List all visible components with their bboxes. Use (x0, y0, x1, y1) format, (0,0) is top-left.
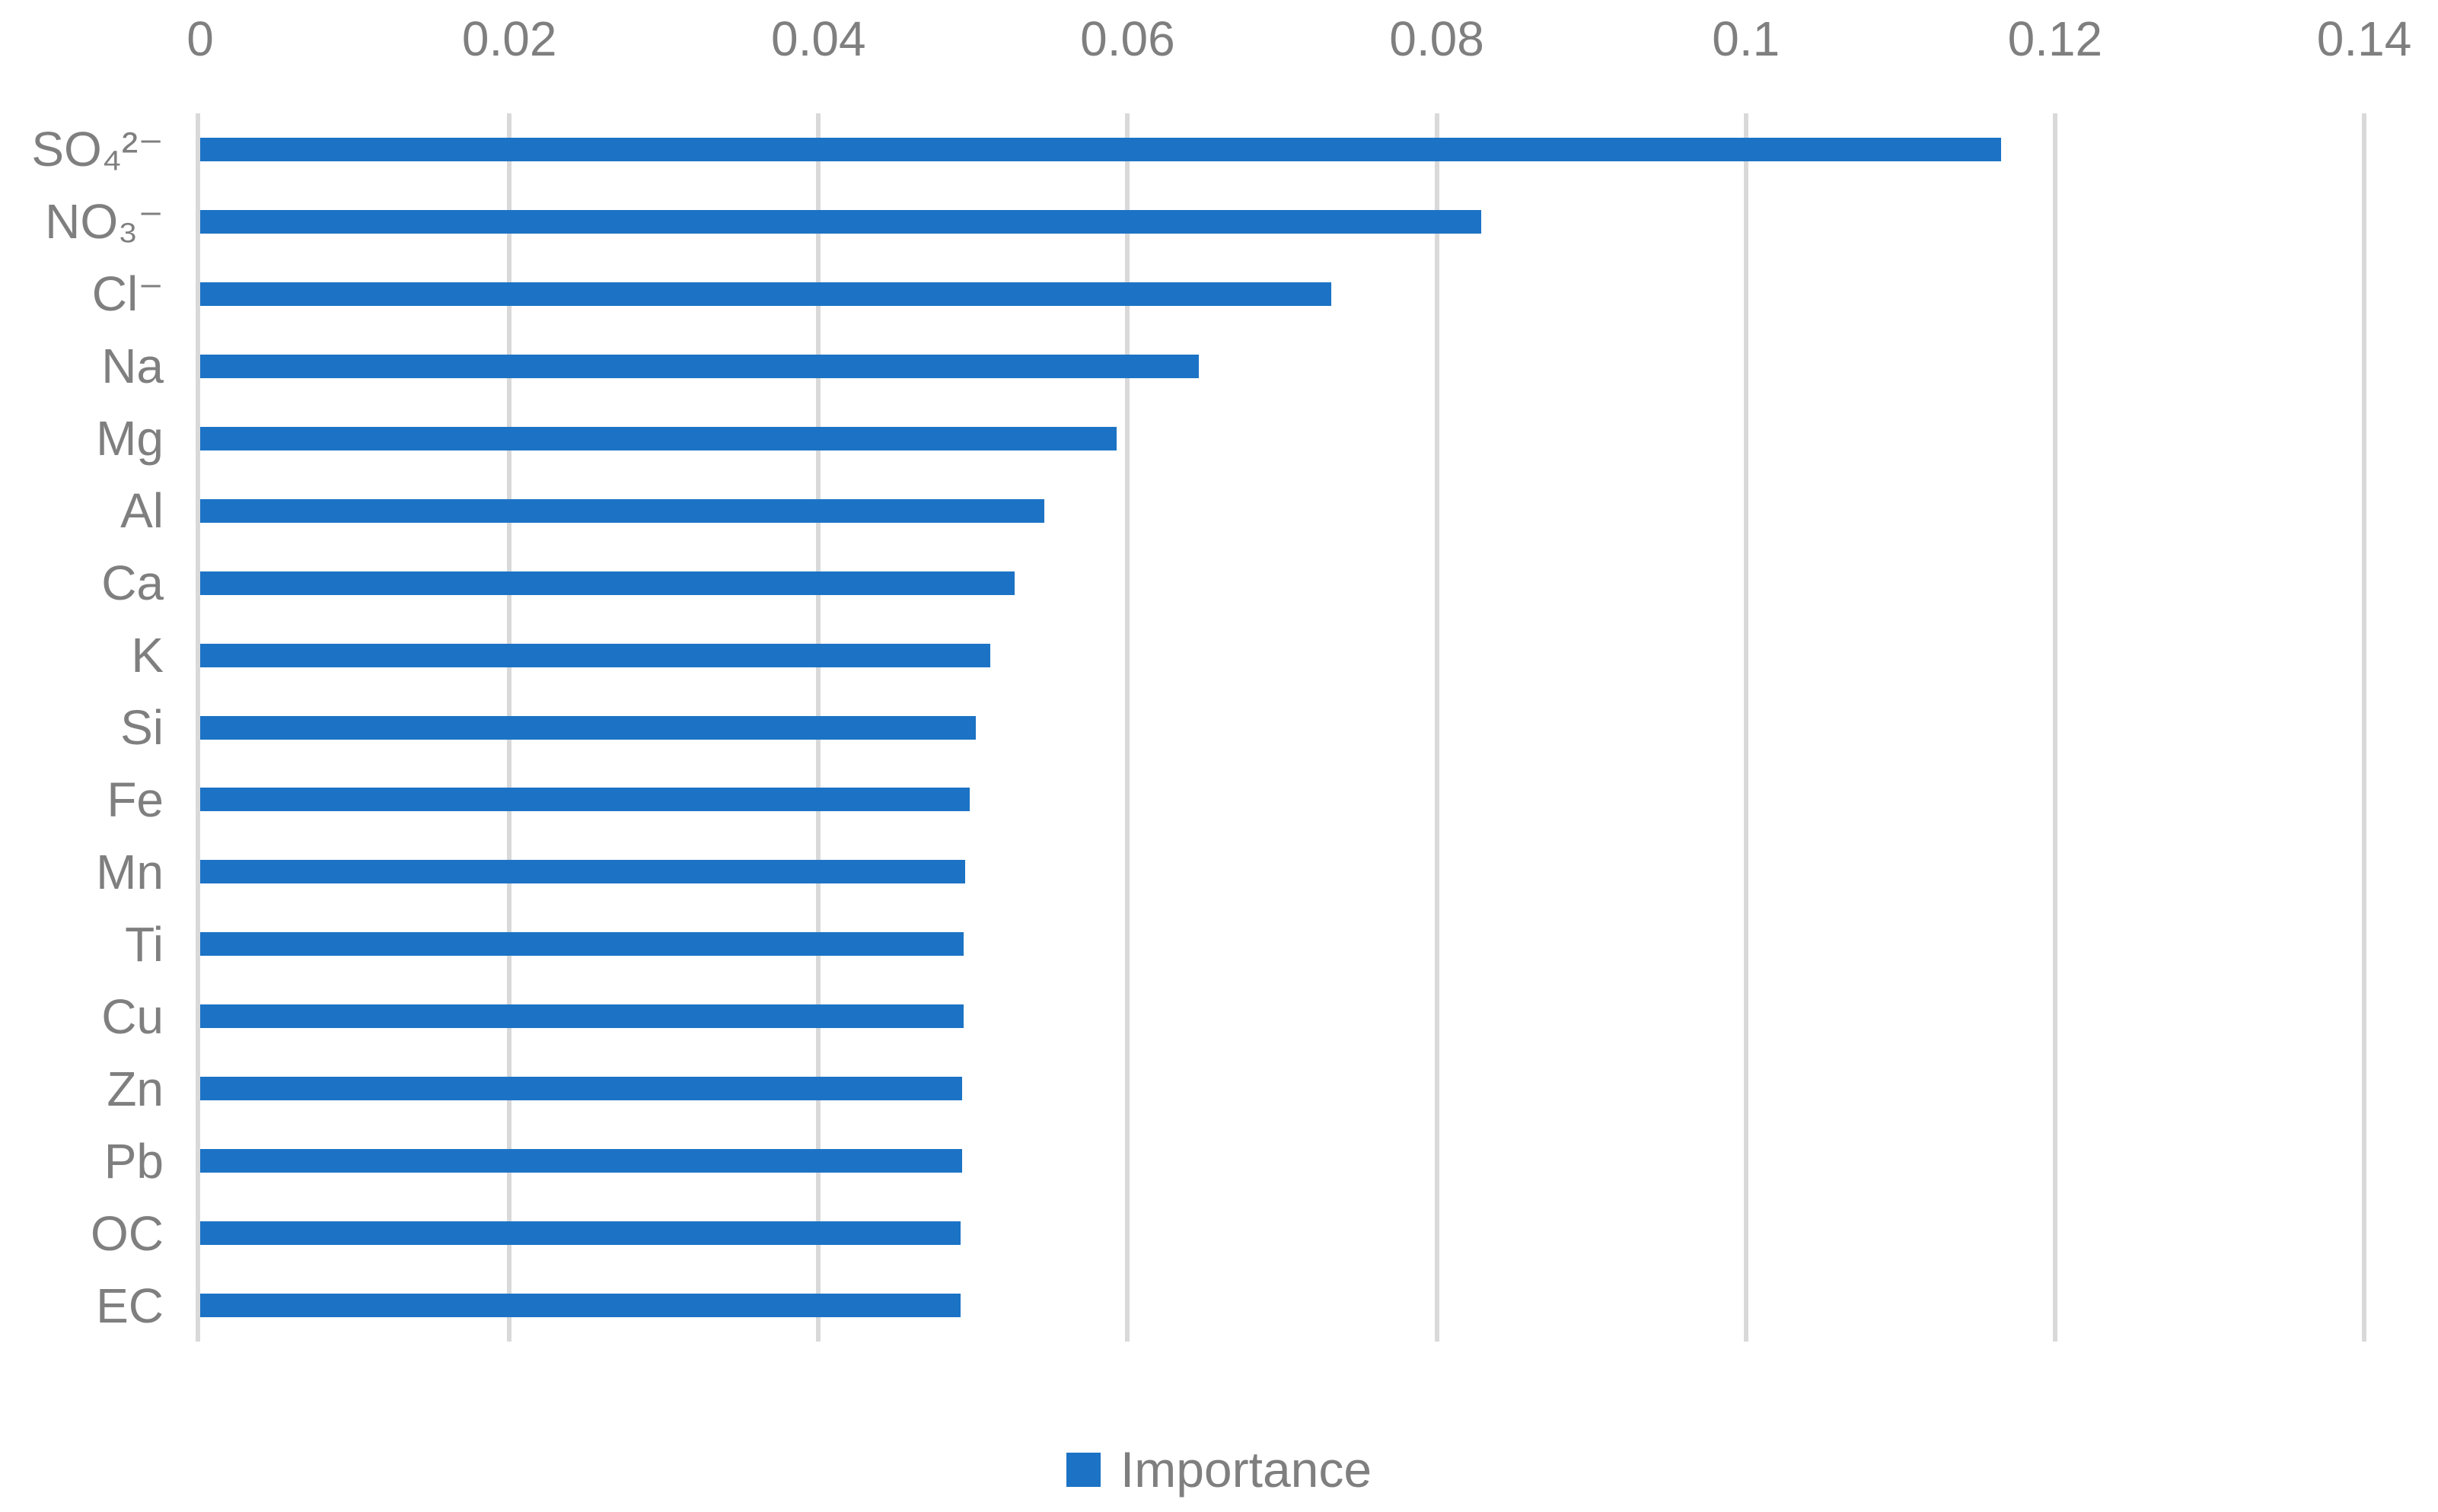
gridline (2362, 113, 2366, 1342)
y-category-label: Al (120, 483, 164, 539)
y-category-label: Mg (96, 411, 164, 466)
y-category-label: SO₄²⁻ (31, 122, 164, 177)
x-axis: 0 0.02 0.04 0.06 0.08 0.1 0.12 0.14 (0, 0, 2438, 84)
y-category-label: NO₃⁻ (45, 194, 164, 250)
gridline (1434, 113, 1439, 1342)
plot-area (196, 113, 2366, 1342)
importance-bar (200, 932, 964, 957)
y-category-label: Cl⁻ (91, 266, 164, 322)
y-category-label: Si (120, 700, 164, 755)
y-category-label: Ca (101, 555, 164, 611)
legend-marker (1066, 1452, 1101, 1487)
x-tick-label: 0.08 (1389, 11, 1484, 66)
gridline (1743, 113, 1748, 1342)
y-category-label: Ti (125, 916, 164, 972)
x-tick-label: 0.14 (2316, 11, 2412, 66)
y-axis: SO₄²⁻ NO₃⁻ Cl⁻ Na Mg Al Ca K Si Fe Mn Ti Cu Zn Pb OC EC (0, 0, 164, 1512)
y-category-label: OC (91, 1205, 164, 1261)
gridline (1125, 113, 1130, 1342)
gridline (2052, 113, 2057, 1342)
importance-bar (200, 137, 2001, 161)
y-category-label: K (131, 628, 164, 683)
importance-bar (200, 788, 970, 812)
importance-bar (200, 571, 1015, 595)
y-category-label: Zn (107, 1061, 164, 1116)
y-category-label: Mn (96, 844, 164, 899)
importance-bar (200, 1221, 961, 1246)
y-category-label: Cu (101, 988, 164, 1044)
x-tick-label: 0 (186, 11, 214, 66)
x-tick-label: 0.02 (461, 11, 557, 66)
y-category-label: Na (101, 339, 164, 394)
x-tick-label: 0.12 (2007, 11, 2103, 66)
importance-bar (200, 860, 966, 884)
importance-bar (200, 209, 1482, 234)
y-category-label: EC (96, 1278, 164, 1333)
importance-bar (200, 715, 977, 740)
importance-bar (200, 1077, 963, 1101)
y-axis-line (196, 113, 200, 1342)
legend-label: Importance (1120, 1441, 1372, 1498)
importance-bar (200, 1149, 963, 1173)
legend: Importance (0, 1440, 2438, 1498)
importance-bar (200, 1294, 961, 1318)
y-category-label: Pb (104, 1133, 164, 1189)
y-category-label: Fe (107, 772, 164, 827)
importance-bar (200, 1004, 964, 1029)
importance-bar (200, 498, 1044, 523)
importance-bar (200, 426, 1117, 450)
importance-bar (200, 282, 1332, 306)
x-tick-label: 0.06 (1080, 11, 1175, 66)
x-tick-label: 0.1 (1712, 11, 1780, 66)
importance-bar (200, 354, 1199, 378)
x-tick-label: 0.04 (771, 11, 866, 66)
importance-bar (200, 643, 990, 667)
